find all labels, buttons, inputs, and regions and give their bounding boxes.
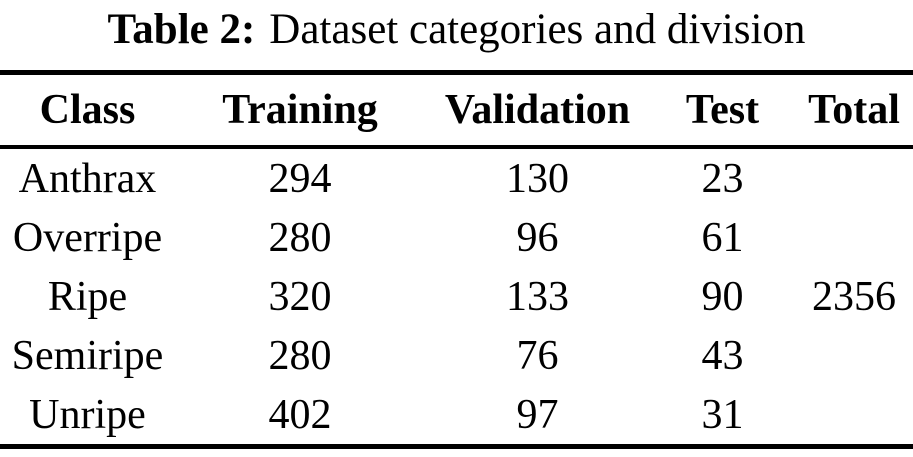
cell-training: 294	[268, 155, 332, 202]
header-training: Training	[175, 72, 425, 149]
cell-test: 61	[701, 214, 744, 261]
cell-test: 23	[701, 155, 744, 202]
cell-validation: 97	[516, 391, 559, 438]
cell-test: 43	[701, 332, 744, 379]
cell-training: 280	[268, 214, 332, 261]
cell-class: Anthrax	[18, 155, 157, 202]
table-caption: Table 2: Dataset categories and division	[0, 0, 913, 58]
table-header: Class Training Validation Test Total	[0, 72, 913, 149]
table-row: Unripe 402 97 31	[0, 385, 913, 447]
cell-training: 402	[268, 391, 332, 438]
header-test: Test	[650, 72, 795, 149]
cell-grand-total: 2356	[812, 273, 896, 320]
cell-total	[795, 147, 913, 208]
cell-validation: 96	[516, 214, 559, 261]
cell-training: 280	[268, 332, 332, 379]
table-caption-label: Table 2:	[107, 6, 256, 53]
table-caption-text: Dataset categories and division	[269, 6, 806, 53]
table-body: Anthrax 294 130 23 Overripe 280 96 61 Ri…	[0, 147, 913, 447]
cell-total	[795, 326, 913, 385]
cell-class: Ripe	[47, 273, 128, 320]
cell-training: 320	[268, 273, 332, 320]
cell-test: 90	[701, 273, 744, 320]
dataset-division-table: Class Training Validation Test Total Ant…	[0, 70, 913, 449]
cell-validation: 133	[506, 273, 569, 320]
cell-total	[795, 208, 913, 267]
cell-class: Unripe	[29, 391, 146, 438]
table-row: Overripe 280 96 61	[0, 208, 913, 267]
header-row: Class Training Validation Test Total	[0, 72, 913, 149]
header-total: Total	[795, 72, 913, 149]
cell-class: Semiripe	[11, 332, 164, 379]
table-row: Semiripe 280 76 43	[0, 326, 913, 385]
cell-class: Overripe	[12, 214, 163, 261]
cell-validation: 130	[506, 155, 569, 202]
table-row: Ripe 320 133 90 2356	[0, 267, 913, 326]
header-class: Class	[0, 72, 175, 149]
cell-validation: 76	[516, 332, 559, 379]
table-row: Anthrax 294 130 23	[0, 147, 913, 208]
header-validation: Validation	[425, 72, 650, 149]
cell-test: 31	[701, 391, 744, 438]
cell-total	[795, 385, 913, 447]
